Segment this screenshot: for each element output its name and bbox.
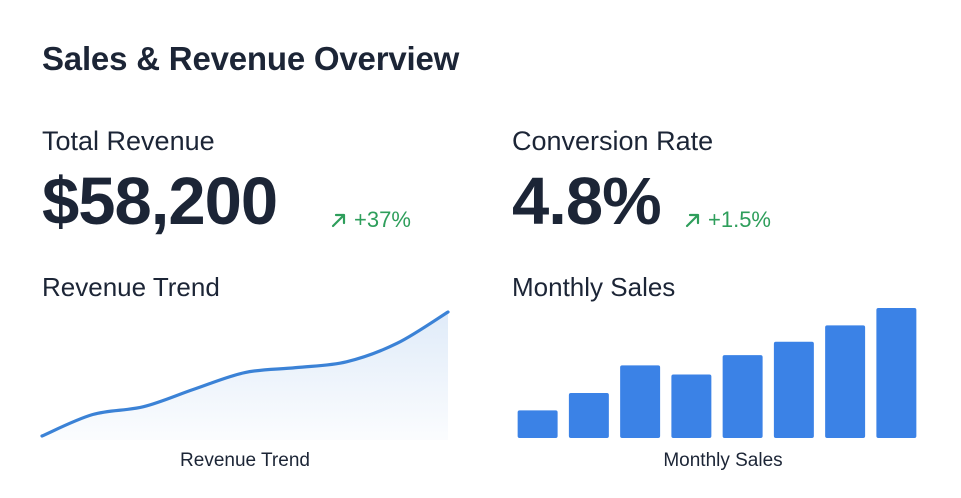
kpi-label: Total Revenue	[42, 126, 215, 156]
monthly-sales-bar	[517, 410, 558, 438]
monthly-sales-chart	[517, 308, 917, 438]
kpi-value: 4.8%	[512, 164, 662, 239]
kpi-label: Conversion Rate	[512, 126, 714, 156]
kpi-change-badge: +37%	[330, 207, 411, 233]
kpi-conversion-rate: Conversion Rate 4.8% +1.5%	[512, 126, 912, 236]
monthly-sales-bar	[773, 341, 814, 438]
monthly-sales-bar	[671, 374, 712, 438]
monthly-sales-bar	[825, 325, 866, 438]
kpi-total-revenue: Total Revenue $58,200 +37%	[42, 126, 442, 236]
page-title: Sales & Revenue Overview	[42, 40, 460, 77]
kpi-value: $58,200	[42, 164, 278, 239]
monthly-sales-bar	[568, 392, 609, 438]
revenue-trend-area	[42, 312, 448, 440]
monthly-sales-title: Monthly Sales	[512, 272, 676, 302]
kpi-change-value: +37%	[354, 207, 411, 232]
arrow-up-right-icon	[684, 211, 702, 229]
monthly-sales-bar	[722, 355, 763, 438]
monthly-sales-caption: Monthly Sales	[663, 450, 783, 471]
kpi-change-value: +1.5%	[708, 207, 771, 232]
monthly-sales-bar	[620, 365, 661, 438]
kpi-change-badge: +1.5%	[684, 207, 771, 233]
monthly-sales-bar	[876, 308, 917, 438]
revenue-trend-title: Revenue Trend	[42, 272, 220, 302]
revenue-trend-line	[40, 310, 450, 438]
revenue-trend-caption: Revenue Trend	[180, 450, 310, 471]
revenue-trend-chart	[40, 310, 450, 440]
arrow-up-right-icon	[330, 211, 348, 229]
